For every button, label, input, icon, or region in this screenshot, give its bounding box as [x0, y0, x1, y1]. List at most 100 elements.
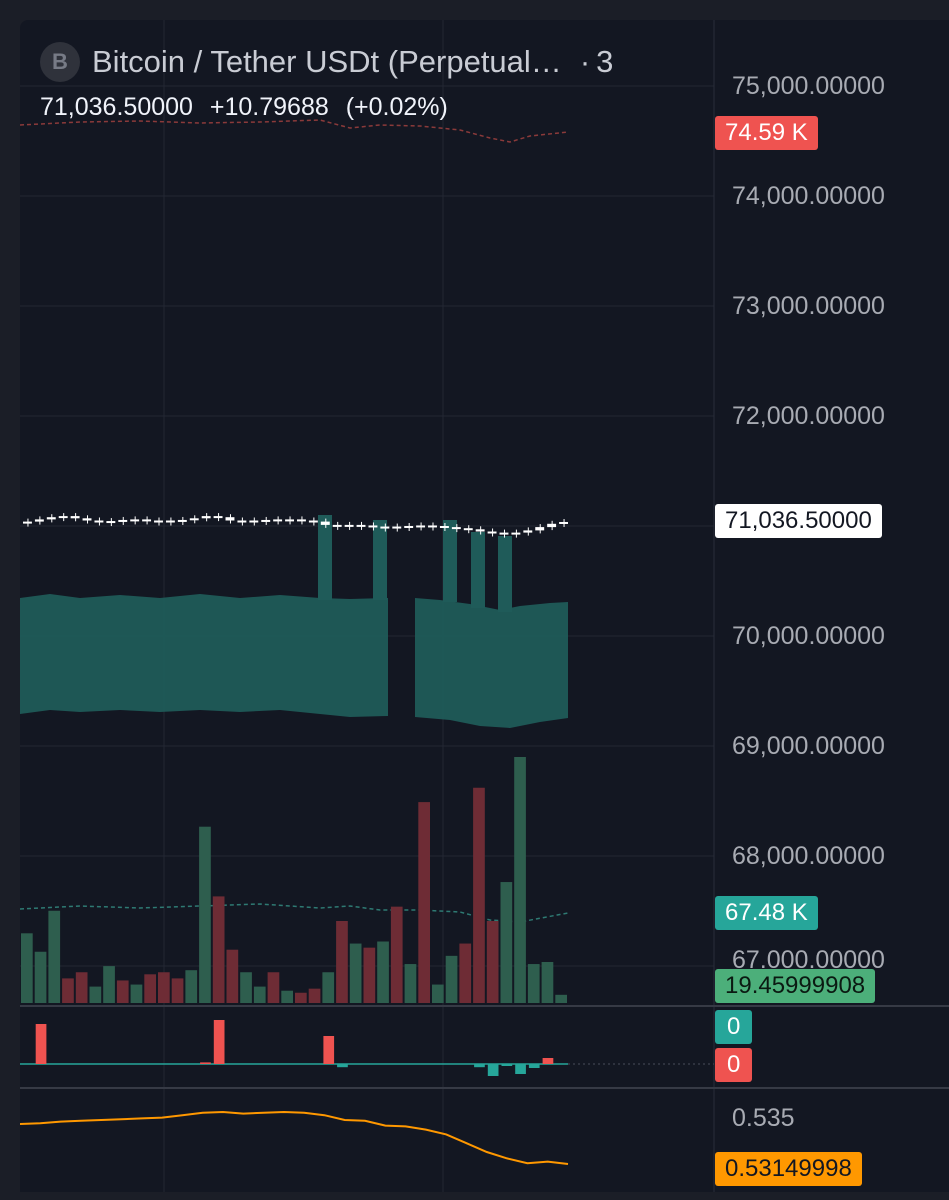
- candle-body: [225, 517, 235, 521]
- upper-band-price-tag: 74.59 K: [715, 116, 818, 150]
- volume-bar: [226, 949, 239, 1003]
- volume-bar: [377, 941, 389, 1003]
- lower-band-price-tag: 67.48 K: [715, 896, 818, 930]
- indicator-axis-label: 0.535: [732, 1104, 795, 1132]
- last-price-value: 71,036.50000: [40, 93, 193, 121]
- candle-body: [499, 532, 509, 535]
- candle-body: [106, 521, 116, 524]
- volume-bar: [432, 984, 444, 1003]
- volume-profile-spike: [443, 520, 457, 602]
- volume-bar: [445, 955, 458, 1003]
- volume-bar: [404, 964, 417, 1003]
- chart-plot-area[interactable]: [20, 20, 949, 1192]
- candle-body: [297, 519, 306, 522]
- candle-body: [535, 527, 545, 531]
- candle-body: [511, 532, 521, 535]
- candle-body: [439, 526, 449, 528]
- candle-body: [308, 520, 318, 523]
- volume-bar: [130, 984, 143, 1003]
- oscillator-bar: [501, 1064, 513, 1066]
- candle-body: [475, 529, 485, 532]
- volume-bar: [171, 978, 184, 1003]
- candle-body: [34, 519, 44, 522]
- volume-bar: [349, 943, 362, 1003]
- candle-body: [189, 518, 199, 521]
- symbol-legend[interactable]: B Bitcoin / Tether USDt (Perpetual… · 3: [40, 42, 613, 82]
- candle-body: [416, 525, 426, 528]
- oscillator-bar: [487, 1064, 499, 1076]
- candle-body: [261, 519, 271, 522]
- candle-body: [344, 524, 354, 527]
- candle-body: [380, 526, 390, 529]
- oscillator-bar: [213, 1020, 225, 1064]
- price-change-row: 71,036.50000 +10.79688 (+0.02%): [40, 93, 458, 122]
- candle-body: [154, 520, 163, 523]
- volume-bar: [253, 986, 266, 1003]
- bitcoin-logo-icon: B: [40, 42, 80, 82]
- volume-profile-spike: [373, 520, 387, 600]
- volume-bar: [541, 962, 554, 1003]
- volume-profile-spike: [471, 532, 485, 608]
- oscillator-bar: [323, 1036, 335, 1064]
- volume-profile-band: [415, 598, 568, 728]
- candle-body: [70, 516, 80, 519]
- change-percent: (+0.02%): [345, 93, 448, 121]
- candle-body: [320, 521, 330, 525]
- price-axis-label: 70,000.00000: [732, 622, 885, 650]
- candle-body: [177, 519, 187, 522]
- oscillator-bar: [528, 1064, 540, 1068]
- price-axis-label: 69,000.00000: [732, 732, 885, 760]
- symbol-title[interactable]: Bitcoin / Tether USDt (Perpetual…: [92, 44, 562, 79]
- legend-separator: ·: [579, 44, 591, 79]
- upper-band-line: [20, 119, 569, 143]
- interval-label[interactable]: 3: [596, 44, 614, 79]
- volume-bar: [158, 972, 170, 1003]
- volume-bar: [75, 972, 88, 1003]
- indicator-line: [20, 1110, 569, 1165]
- volume-bar: [48, 910, 61, 1003]
- price-axis-label: 74,000.00000: [732, 182, 885, 210]
- candle-body: [82, 518, 92, 521]
- volume-bar: [103, 966, 115, 1003]
- candle-body: [23, 521, 32, 524]
- candle-body: [404, 526, 414, 528]
- volume-bar: [473, 787, 485, 1003]
- volume-bar: [116, 980, 129, 1003]
- indicator-value-tag: 0.53149998: [715, 1152, 862, 1186]
- candle-body: [463, 528, 473, 531]
- volume-bar: [281, 990, 293, 1003]
- candle-body: [249, 520, 259, 523]
- candle-body: [428, 525, 437, 528]
- candle-body: [392, 526, 402, 529]
- candle-body: [451, 527, 461, 530]
- volume-profile-spike: [498, 536, 512, 612]
- volume-bar: [459, 943, 472, 1003]
- candle-body: [332, 524, 342, 527]
- candle-body: [237, 520, 247, 523]
- oscillator-bar: [542, 1058, 554, 1064]
- volume-bar: [295, 992, 307, 1003]
- volume-bar: [514, 757, 526, 1003]
- candle-body: [368, 525, 378, 528]
- volume-bar: [322, 972, 335, 1003]
- price-axis-label: 75,000.00000: [732, 72, 885, 100]
- volume-profile-spike: [318, 515, 332, 600]
- oscillator-bar: [35, 1024, 47, 1064]
- candle-body: [165, 520, 175, 523]
- candle-body: [273, 519, 283, 522]
- volume-value-tag: 19.45999908: [715, 969, 876, 1003]
- volume-bar: [418, 802, 430, 1003]
- price-axis-label: 72,000.00000: [732, 402, 885, 430]
- price-axis-label: 73,000.00000: [732, 292, 885, 320]
- trading-chart[interactable]: B Bitcoin / Tether USDt (Perpetual… · 3 …: [20, 20, 949, 1192]
- volume-bar: [240, 972, 252, 1003]
- volume-bar: [144, 974, 156, 1003]
- price-axis-label: 68,000.00000: [732, 842, 885, 870]
- oscillator-bar: [200, 1062, 211, 1064]
- volume-bar: [390, 906, 403, 1003]
- candle-body: [130, 519, 140, 522]
- candle-body: [559, 521, 568, 524]
- oscillator-down-tag: 0: [715, 1048, 753, 1082]
- volume-bar: [486, 921, 499, 1003]
- volume-bar: [34, 951, 47, 1003]
